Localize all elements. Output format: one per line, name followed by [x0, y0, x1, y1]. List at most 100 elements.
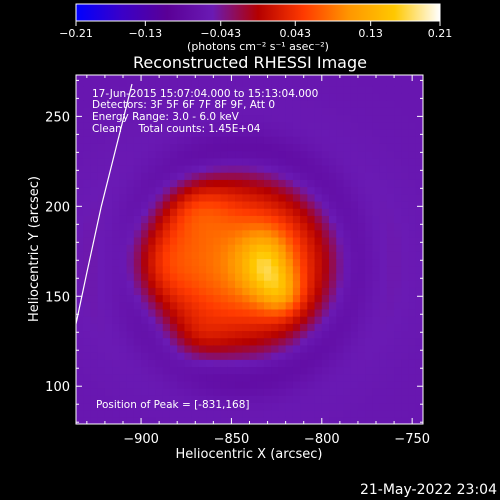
heatmap-cell	[292, 251, 301, 260]
heatmap-cell	[357, 193, 366, 202]
heatmap-cell	[278, 373, 287, 382]
heatmap-cell	[198, 373, 207, 382]
heatmap-cell	[104, 280, 113, 288]
heatmap-cell	[133, 308, 142, 317]
heatmap-cell	[83, 193, 92, 202]
heatmap-cell	[206, 85, 214, 94]
heatmap-cell	[350, 208, 359, 216]
heatmap-cell	[206, 78, 214, 87]
heatmap-cell	[336, 294, 345, 303]
heatmap-cell	[198, 301, 207, 310]
heatmap-cell	[271, 395, 280, 404]
heatmap-cell	[227, 172, 236, 180]
heatmap-cell	[278, 100, 287, 108]
heatmap-cell	[213, 323, 222, 332]
heatmap-cell	[112, 136, 120, 144]
heatmap-cell	[235, 128, 243, 137]
heatmap-cell	[177, 330, 186, 339]
heatmap-cell	[292, 373, 301, 382]
heatmap-cell	[235, 215, 243, 224]
heatmap-cell	[191, 280, 200, 288]
heatmap-cell	[285, 416, 294, 424]
heatmap-cell	[83, 107, 92, 116]
heatmap-cell	[379, 121, 388, 130]
heatmap-cell	[336, 143, 345, 152]
heatmap-cell	[300, 301, 308, 310]
heatmap-cell	[220, 330, 229, 339]
heatmap-cell	[184, 150, 193, 159]
heatmap-cell	[278, 222, 287, 231]
heatmap-cell	[90, 222, 99, 231]
heatmap-cell	[321, 208, 330, 216]
heatmap-cell	[112, 150, 120, 159]
heatmap-cell	[220, 323, 229, 332]
heatmap-cell	[155, 85, 164, 94]
heatmap-cell	[148, 215, 157, 224]
heatmap-cell	[213, 114, 222, 123]
x-tick-label: −900	[123, 432, 159, 447]
heatmap-cell	[357, 316, 366, 324]
heatmap-cell	[235, 337, 243, 346]
heatmap-cell	[278, 136, 287, 144]
heatmap-cell	[133, 359, 142, 368]
heatmap-cell	[343, 294, 352, 303]
heatmap-cell	[263, 344, 272, 353]
heatmap-cell	[343, 78, 352, 87]
heatmap-cell	[350, 78, 359, 87]
heatmap-cell	[408, 114, 417, 123]
heatmap-cell	[350, 294, 359, 303]
heatmap-cell	[90, 200, 99, 209]
heatmap-cell	[112, 193, 120, 202]
heatmap-cell	[307, 172, 316, 180]
heatmap-cell	[184, 121, 193, 130]
heatmap-cell	[307, 323, 316, 332]
heatmap-cell	[394, 395, 402, 404]
heatmap-cell	[162, 244, 171, 252]
heatmap-cell	[148, 388, 157, 396]
heatmap-cell	[162, 121, 171, 130]
heatmap-cell	[292, 114, 301, 123]
heatmap-cell	[321, 416, 330, 424]
heatmap-cell	[336, 244, 345, 252]
heatmap-cell	[119, 416, 128, 424]
heatmap-cell	[386, 75, 395, 80]
heatmap-cell	[235, 388, 243, 396]
heatmap-cell	[401, 157, 410, 166]
heatmap-cell	[394, 92, 402, 101]
heatmap-cell	[350, 352, 359, 360]
heatmap-cell	[141, 75, 149, 80]
heatmap-cell	[372, 337, 381, 346]
heatmap-cell	[177, 186, 186, 195]
heatmap-cell	[169, 380, 178, 389]
heatmap-cell	[162, 287, 171, 296]
heatmap-cell	[285, 380, 294, 389]
heatmap-cell	[155, 380, 164, 389]
heatmap-cell	[76, 373, 84, 382]
heatmap-cell	[256, 308, 265, 317]
heatmap-cell	[278, 85, 287, 94]
solar-limb-line	[76, 83, 133, 327]
heatmap-cell	[90, 272, 99, 281]
heatmap-cell	[329, 373, 337, 382]
heatmap-cell	[104, 395, 113, 404]
heatmap-cell	[155, 352, 164, 360]
heatmap-cell	[314, 85, 323, 94]
heatmap-cell	[83, 337, 92, 346]
heatmap-cell	[256, 316, 265, 324]
heatmap-cell	[350, 272, 359, 281]
heatmap-cell	[177, 244, 186, 252]
heatmap-cell	[126, 316, 135, 324]
heatmap-cell	[285, 323, 294, 332]
heatmap-cell	[336, 107, 345, 116]
heatmap-cell	[235, 272, 243, 281]
heatmap-cell	[401, 380, 410, 389]
heatmap-cell	[278, 244, 287, 252]
heatmap-cell	[271, 388, 280, 396]
heatmap-cell	[408, 323, 417, 332]
heatmap-cell	[169, 344, 178, 353]
heatmap-cell	[141, 280, 149, 288]
heatmap-cell	[386, 308, 395, 317]
heatmap-cell	[263, 193, 272, 202]
heatmap-cell	[365, 280, 373, 288]
heatmap-cell	[401, 373, 410, 382]
